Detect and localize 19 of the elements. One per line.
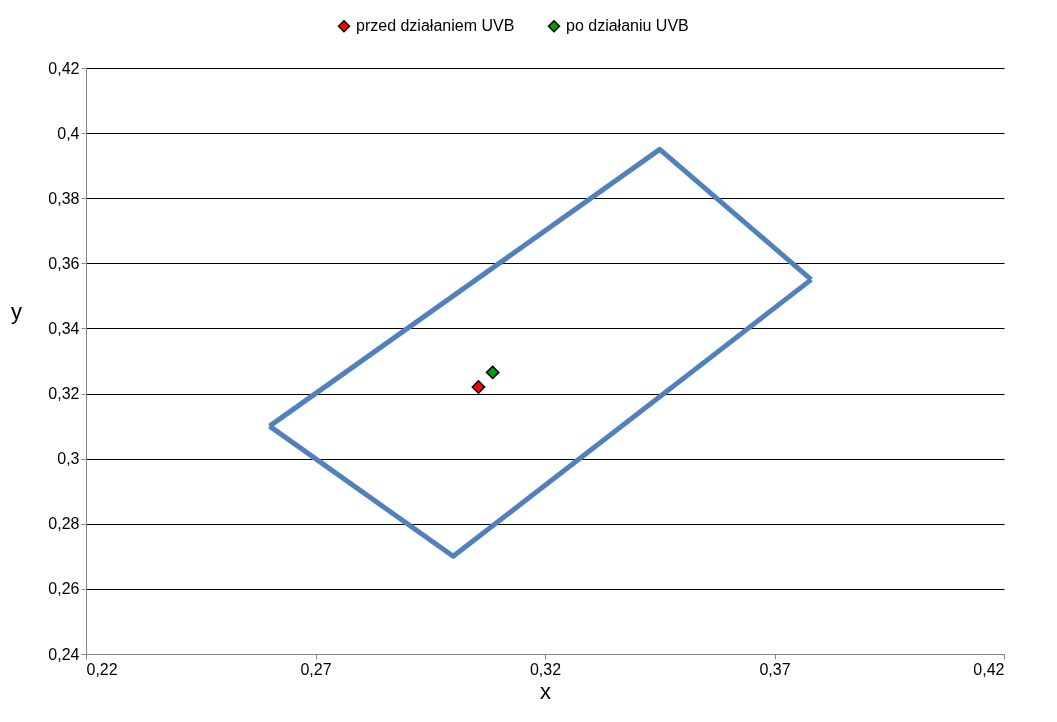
y-tick-label: 0,42 — [48, 59, 80, 77]
y-tick-label: 0,36 — [48, 254, 80, 272]
legend-label: przed działaniem UVB — [356, 17, 515, 35]
x-axis-title: x — [540, 678, 551, 704]
y-axis-title: y — [11, 298, 22, 324]
y-tick-label: 0,38 — [48, 189, 80, 207]
y-tick-label: 0,32 — [48, 385, 80, 403]
x-tick-label: 0,42 — [973, 660, 1005, 678]
x-tick-label: 0,27 — [300, 660, 332, 678]
x-tick-label: 0,32 — [529, 660, 562, 678]
x-tick-label: 0,37 — [759, 660, 791, 678]
y-tick-label: 0,3 — [57, 450, 80, 468]
x-tick-label: 0,22 — [86, 660, 118, 678]
y-tick-label: 0,28 — [48, 515, 80, 533]
y-tick-label: 0,4 — [57, 124, 80, 142]
y-tick-label: 0,24 — [48, 645, 80, 663]
y-tick-label: 0,34 — [48, 319, 80, 337]
legend-label: po działaniu UVB — [566, 17, 689, 35]
y-tick-label: 0,26 — [48, 580, 80, 598]
